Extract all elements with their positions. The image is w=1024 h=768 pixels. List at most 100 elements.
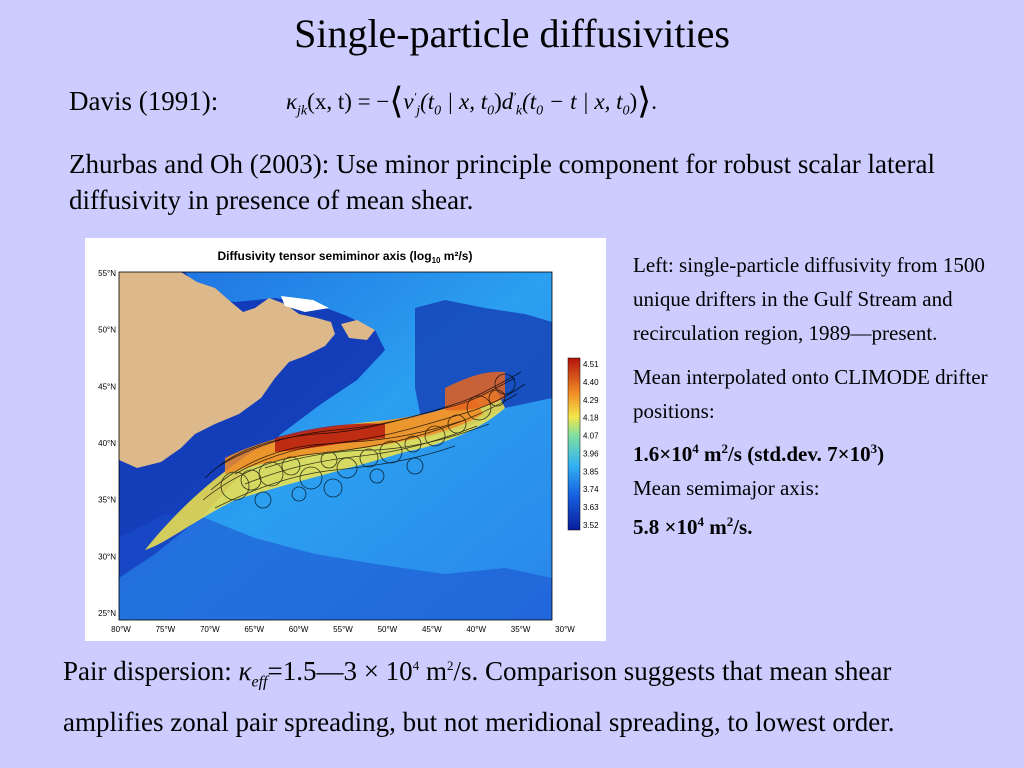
- latitude-label: 35°N: [98, 496, 116, 505]
- latitude-label: 45°N: [98, 382, 116, 391]
- semimajor-label: Mean semimajor axis:: [633, 476, 820, 500]
- formula-v-sub: j: [416, 103, 421, 119]
- formula-mid-1: | x, t: [441, 89, 488, 114]
- drifter-loop: [220, 471, 250, 501]
- longitude-label: 70°W: [200, 625, 220, 634]
- latitude-label: 30°N: [98, 552, 116, 561]
- colorbar-tick-label: 3.85: [583, 467, 599, 476]
- formula-v-prime: ′: [413, 89, 417, 104]
- latitude-label: 40°N: [98, 439, 116, 448]
- longitude-label: 60°W: [289, 625, 309, 634]
- formula-kappa: κ: [286, 89, 298, 114]
- longitude-labels: 80°W 75°W 70°W 65°W 60°W 55°W 50°W 45°W 40°W 35°W…: [111, 625, 575, 634]
- formula-rangle: ⟩: [637, 81, 652, 121]
- formula-period: .: [651, 89, 657, 114]
- colorbar-tick-label: 4.07: [583, 432, 599, 441]
- latitude-labels: 55°N 50°N 45°N 40°N 35°N 30°N 25°N: [98, 269, 116, 618]
- formula-v: v: [403, 89, 414, 114]
- longitude-label: 30°W: [555, 625, 575, 634]
- diffusivity-map-svg: Diffusivity tensor semiminor axis (log10…: [98, 249, 599, 634]
- drifter-loop: [359, 448, 379, 468]
- formula-kappa-sub: jk: [297, 103, 308, 119]
- colorbar: [567, 357, 581, 531]
- drifter-track: [218, 371, 522, 467]
- drifter-loop: [494, 373, 516, 395]
- longitude-label: 55°W: [333, 625, 353, 634]
- formula-zero-2: 0: [487, 103, 495, 119]
- drifter-track: [204, 377, 516, 479]
- semimajor-value: 5.8 ×104 m2/s.: [633, 514, 753, 539]
- davis-citation-label: Davis (1991):: [69, 86, 219, 116]
- colorbar-tick-label: 3.52: [583, 521, 599, 530]
- latitude-label: 55°N: [98, 269, 116, 278]
- latitude-label: 50°N: [98, 326, 116, 335]
- colorbar-tick-label: 3.74: [583, 485, 599, 494]
- right-column-text: Left: single-particle diffusivity from 1…: [633, 248, 1008, 544]
- drifter-loop: [281, 456, 301, 476]
- formula-d: d: [501, 89, 514, 114]
- drifter-loop: [320, 451, 338, 469]
- longitude-label: 40°W: [466, 625, 486, 634]
- gulf-of-st-lawrence-mask: [281, 296, 329, 312]
- colorbar-tick-label: 4.18: [583, 414, 599, 423]
- drifter-loop: [379, 440, 403, 464]
- colorbar-labels: 4.51 4.40 4.29 4.18 4.07 3.96 3.85 3.74 3.63 3.52: [583, 360, 599, 530]
- longitude-label: 35°W: [511, 625, 531, 634]
- colorbar-tick-label: 4.51: [583, 360, 599, 369]
- formula-zero-4: 0: [622, 103, 630, 119]
- colorbar-tick-label: 4.40: [583, 378, 599, 387]
- drifter-track: [264, 423, 490, 469]
- drifter-loop: [424, 425, 446, 447]
- formula-d-prime: ′: [513, 89, 516, 104]
- slide-title: Single-particle diffusivities: [294, 11, 730, 56]
- map-plot-area: [119, 272, 552, 620]
- drifter-tracks: [202, 371, 526, 509]
- gulf-stream-max: [275, 423, 385, 452]
- formula-close-1: ): [494, 89, 502, 114]
- formula-mid-2: − t | x, t: [543, 89, 623, 114]
- longitude-label: 45°W: [422, 625, 442, 634]
- formula-close-2: ): [629, 89, 638, 114]
- formula-lhs: (x, t) = −: [307, 89, 390, 114]
- formula-zero-1: 0: [434, 103, 442, 119]
- mean-diffusivity-value: 1.6×104 m2/s (std.dev. 7×103): [633, 441, 885, 466]
- drifter-loop: [447, 414, 467, 434]
- drifter-loop: [406, 457, 424, 475]
- drifter-loop: [336, 457, 358, 479]
- drifter-loop: [254, 491, 272, 509]
- map-frame: [118, 271, 553, 621]
- drifter-loop: [299, 466, 323, 490]
- drifter-loop: [369, 468, 385, 484]
- drifter-loop: [291, 486, 307, 502]
- formula-zero-3: 0: [536, 103, 544, 119]
- kappa-symbol: κ: [238, 656, 252, 686]
- drifter-loop: [466, 395, 492, 421]
- mean-interpolated-text: Mean interpolated onto CLIMODE drifter p…: [633, 365, 988, 423]
- drifter-track: [210, 383, 526, 491]
- longitude-label: 75°W: [156, 625, 176, 634]
- colorbar-tick-label: 3.96: [583, 449, 599, 458]
- drifter-loop: [404, 435, 422, 453]
- map-title: Diffusivity tensor semiminor axis (log10…: [218, 249, 473, 265]
- newfoundland-land: [341, 320, 375, 340]
- colorbar-tick-label: 3.63: [583, 503, 599, 512]
- longitude-label: 65°W: [244, 625, 264, 634]
- davis-diffusivity-formula: κjk(x, t) = −⟨v′j(t0 | x, t0)d′k(t0 − t …: [286, 80, 657, 122]
- south-low-diffusivity: [119, 514, 552, 620]
- drifter-loop: [323, 478, 343, 498]
- longitude-label: 50°W: [378, 625, 398, 634]
- pair-dispersion-text: Pair dispersion: κeff=1.5—3 × 104 m2/s. …: [63, 656, 895, 738]
- newfoundland-basin-high: [445, 371, 505, 411]
- diffusivity-map-figure: Diffusivity tensor semiminor axis (log10…: [85, 238, 606, 641]
- latitude-label: 25°N: [98, 609, 116, 618]
- drifter-track: [244, 425, 478, 485]
- drifter-track: [234, 419, 466, 475]
- drifter-track: [214, 445, 456, 509]
- north-america-land: [119, 272, 335, 468]
- formula-d-sub: k: [515, 103, 523, 119]
- figure-caption: Left: single-particle diffusivity from 1…: [633, 253, 985, 345]
- zhurbas-oh-text: Zhurbas and Oh (2003): Use minor princip…: [69, 149, 935, 215]
- formula-d-args: (t: [522, 89, 537, 114]
- colorbar-tick-label: 4.29: [583, 396, 599, 405]
- formula-v-args: (t: [420, 89, 435, 114]
